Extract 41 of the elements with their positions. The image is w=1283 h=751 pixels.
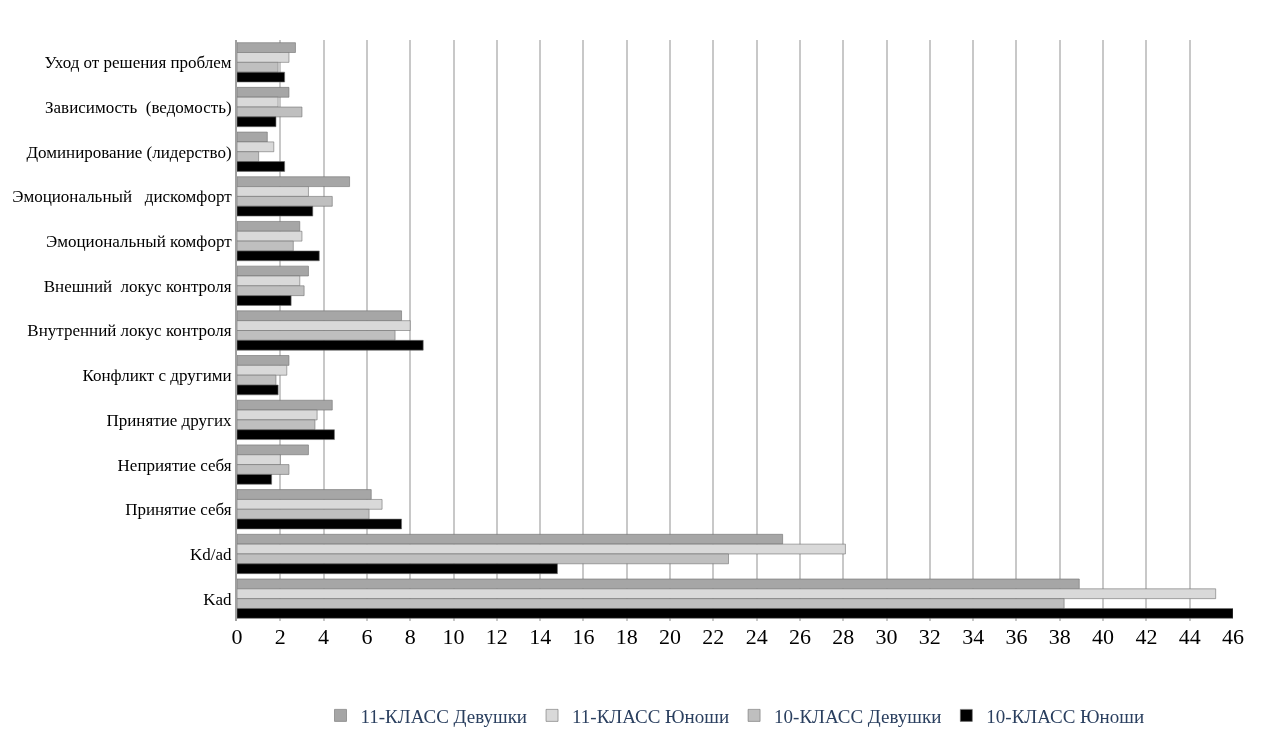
x-tick-label: 42 — [1135, 624, 1158, 649]
x-tick-label: 6 — [361, 624, 373, 649]
x-tick-label: 10 — [442, 624, 465, 649]
y-tick-label: Уход от решения проблем — [44, 53, 232, 73]
y-tick-label: Внутренний локус контроля — [27, 321, 232, 341]
x-tick-label: 28 — [832, 624, 855, 649]
y-tick-label: Принятие других — [106, 410, 233, 430]
y-tick-label: Kad — [203, 589, 233, 609]
x-tick-label: 40 — [1092, 624, 1115, 649]
x-tick-label: 34 — [962, 624, 985, 649]
x-tick-label: 4 — [318, 624, 330, 649]
x-tick-label: 12 — [485, 624, 508, 649]
y-tick-label: Принятие себя — [125, 500, 232, 520]
x-tick-label: 16 — [572, 624, 595, 649]
y-tick-label: Неприятие себя — [117, 455, 232, 475]
legend-label: 11-КЛАСС Юноши — [572, 705, 730, 727]
x-tick-label: 14 — [529, 624, 552, 649]
x-tick-label: 36 — [1005, 624, 1028, 649]
y-tick-label: Эмоциональный дискомфорт — [12, 187, 233, 207]
legend-label: 10-КЛАСС Девушки — [774, 705, 942, 727]
y-tick-label: Зависимость (ведомость) — [45, 97, 232, 117]
x-tick-label: 2 — [274, 624, 286, 649]
x-tick-label: 26 — [788, 624, 811, 649]
x-tick-label: 0 — [231, 624, 243, 649]
x-tick-label: 8 — [404, 624, 416, 649]
legend-label: 11-КЛАСС Девушки — [360, 705, 528, 727]
x-tick-label: 18 — [615, 624, 638, 649]
x-tick-label: 24 — [745, 624, 768, 649]
x-tick-label: 30 — [875, 624, 898, 649]
x-tick-label: 20 — [659, 624, 682, 649]
x-tick-label: 22 — [702, 624, 725, 649]
y-tick-label: Внешний локус контроля — [43, 276, 232, 296]
x-tick-label: 32 — [918, 624, 941, 649]
y-tick-label: Доминирование (лидерство) — [26, 142, 232, 162]
x-tick-label: 38 — [1048, 624, 1071, 649]
y-tick-label: Kd/ad — [190, 544, 233, 564]
legend-label: 10-КЛАСС Юноши — [986, 705, 1145, 727]
x-tick-label: 46 — [1222, 624, 1244, 649]
x-tick-label: 44 — [1178, 624, 1201, 649]
y-tick-label: Конфликт с другими — [82, 366, 232, 386]
y-tick-label: Эмоциональный комфорт — [45, 232, 233, 252]
